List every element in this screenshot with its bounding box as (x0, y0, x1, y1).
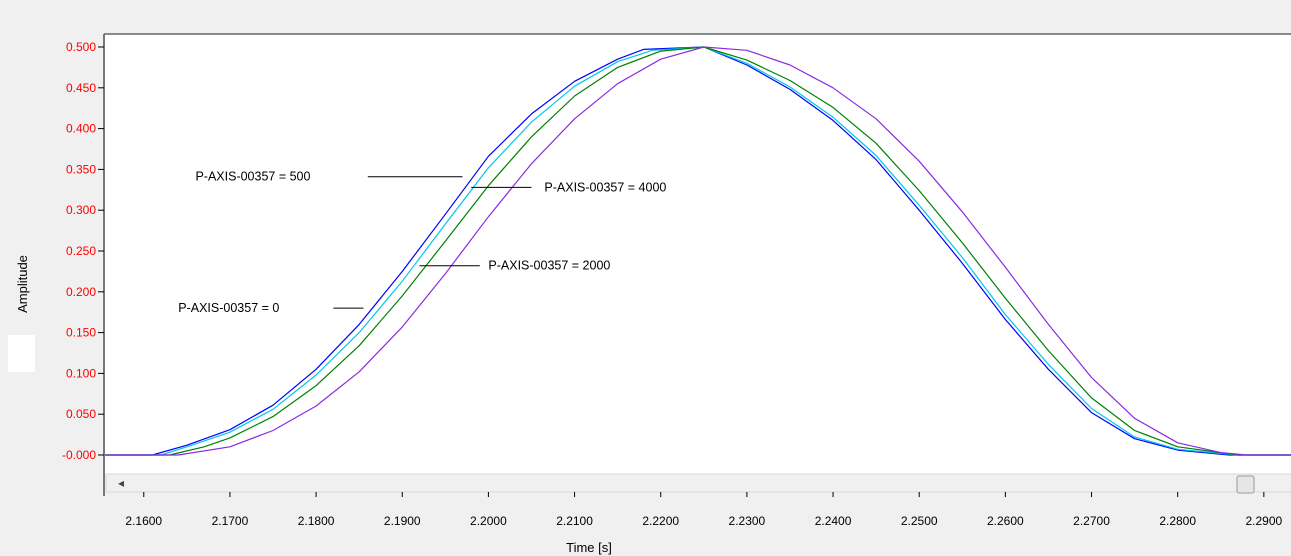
y-tick-label: 0.250 (66, 244, 96, 258)
x-tick-label: 2.2700 (1073, 514, 1110, 528)
x-tick-label: 2.2500 (901, 514, 938, 528)
x-tick-label: 2.2800 (1159, 514, 1196, 528)
x-tick-label: 2.1700 (212, 514, 249, 528)
x-tick-label: 2.2400 (815, 514, 852, 528)
annotation-label: P-AXIS-00357 = 500 (195, 170, 310, 184)
series-line-0 (105, 46, 1291, 456)
x-tick-label: 2.2100 (556, 514, 593, 528)
x-tick-label: 2.2900 (1245, 514, 1282, 528)
y-tick-label: 0.500 (66, 40, 96, 54)
y-tick-label: 0.400 (66, 122, 96, 136)
x-axis-ticks: 2.1600 2.1700 2.1800 2.1900 2.2000 2.2100 2.22… (125, 492, 1283, 528)
annotations-layer: P-AXIS-00357 = 500 P-AXIS-00357 = 4000 P-A… (178, 170, 666, 315)
y-tick-label: 0.350 (66, 162, 96, 176)
y-tick-label: 0.150 (66, 326, 96, 340)
x-tick-label: 2.2600 (987, 514, 1024, 528)
annotation-label: P-AXIS-00357 = 4000 (544, 180, 666, 194)
plot-area (105, 34, 1291, 474)
y-tick-label: 0.100 (66, 366, 96, 380)
scroll-left-arrow[interactable]: ◂ (118, 476, 124, 490)
x-tick-label: 2.1800 (298, 514, 335, 528)
horizontal-scrollbar[interactable] (105, 473, 1291, 493)
y-tick-label: 0.300 (66, 203, 96, 217)
y-axis-ticks: 0.500 0.450 0.400 0.350 0.300 0.250 0.200 0.150… (62, 40, 104, 462)
y-tick-label: 0.200 (66, 285, 96, 299)
y-axis-title: Amplitude (15, 255, 30, 313)
scrollbar-thumb[interactable] (1236, 475, 1255, 494)
series-line-2 (105, 46, 1291, 456)
y-tick-label: 0.050 (66, 407, 96, 421)
annotation-label: P-AXIS-00357 = 2000 (488, 259, 610, 273)
series-line-1 (105, 46, 1291, 456)
legend-swatch (8, 335, 35, 372)
curves-layer (105, 46, 1291, 456)
series-line-3 (105, 46, 1291, 456)
annotation-label: P-AXIS-00357 = 0 (178, 301, 279, 315)
x-tick-label: 2.2200 (642, 514, 679, 528)
y-tick-label: 0.450 (66, 81, 96, 95)
x-axis-title: Time [s] (566, 540, 612, 555)
x-tick-label: 2.1600 (125, 514, 162, 528)
x-tick-label: 2.2000 (470, 514, 507, 528)
x-tick-label: 2.2300 (729, 514, 766, 528)
x-tick-label: 2.1900 (384, 514, 421, 528)
y-tick-label: -0.000 (62, 448, 96, 462)
